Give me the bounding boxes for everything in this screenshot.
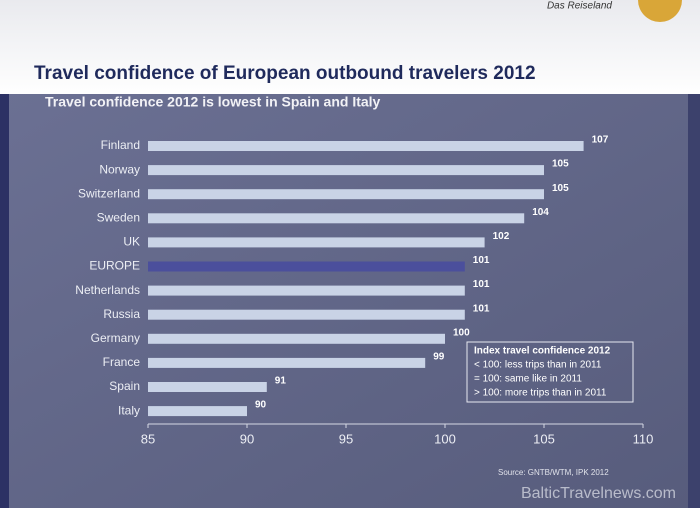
chart-subtitle: Travel confidence 2012 is lowest in Spai… [45, 94, 381, 110]
value-label: 102 [493, 231, 510, 242]
legend-box [466, 341, 634, 403]
bar [148, 189, 544, 200]
bar [148, 165, 544, 176]
bar [148, 382, 267, 392]
panel [0, 94, 700, 508]
y-tick-label: France [103, 355, 141, 369]
value-label: 101 [473, 303, 490, 314]
left-strip [0, 94, 9, 508]
value-label: 105 [552, 183, 569, 194]
x-tick-label: 90 [240, 431, 254, 446]
value-label: 107 [592, 135, 609, 146]
bar [148, 357, 426, 368]
y-tick-label: Italy [118, 403, 140, 417]
value-label: 90 [255, 400, 267, 411]
value-label: 101 [473, 279, 490, 290]
y-tick-label: Sweden [97, 210, 140, 224]
watermark: BalticTravelnews.com [521, 485, 676, 502]
y-tick-label: EUROPE [89, 259, 140, 273]
chart-title: Travel confidence of European outbound t… [34, 63, 536, 84]
legend-line: = 100: same like in 2011 [474, 374, 582, 385]
x-tick-label: 110 [633, 431, 654, 446]
legend-title: Index travel confidence 2012 [474, 346, 611, 357]
right-strip [688, 94, 700, 508]
y-tick-label: Netherlands [75, 283, 140, 297]
source: Source: GNTB/WTM, IPK 2012 [498, 468, 609, 477]
bar [148, 285, 465, 296]
value-label: 99 [433, 352, 445, 363]
brand: Das Reiseland [547, 1, 612, 12]
logo [638, 0, 682, 22]
value-label: 101 [473, 255, 490, 266]
bar [148, 333, 445, 344]
y-tick-label: Spain [109, 379, 140, 393]
y-tick-label: Russia [103, 307, 140, 321]
value-label: 105 [552, 159, 569, 170]
bar [148, 237, 485, 248]
bar [148, 213, 525, 224]
value-label: 91 [275, 376, 287, 387]
legend-line: < 100: less trips than in 2011 [474, 360, 602, 371]
x-tick-label: 105 [533, 431, 555, 446]
bar [148, 406, 247, 417]
x-tick-label: 85 [141, 431, 155, 446]
legend-line: > 100: more trips than in 2011 [474, 388, 607, 399]
y-tick-label: Switzerland [78, 186, 140, 200]
bar [148, 141, 584, 151]
value-label: 100 [453, 327, 470, 338]
header-bg [0, 0, 700, 96]
bar [148, 309, 465, 320]
y-tick-label: UK [123, 235, 140, 249]
y-tick-label: Finland [101, 138, 140, 152]
x-tick-label: 100 [434, 431, 456, 446]
x-tick-label: 95 [339, 431, 353, 446]
y-tick-label: Germany [91, 331, 140, 345]
bar [148, 261, 465, 272]
value-label: 104 [532, 207, 549, 218]
y-tick-label: Norway [99, 162, 140, 176]
